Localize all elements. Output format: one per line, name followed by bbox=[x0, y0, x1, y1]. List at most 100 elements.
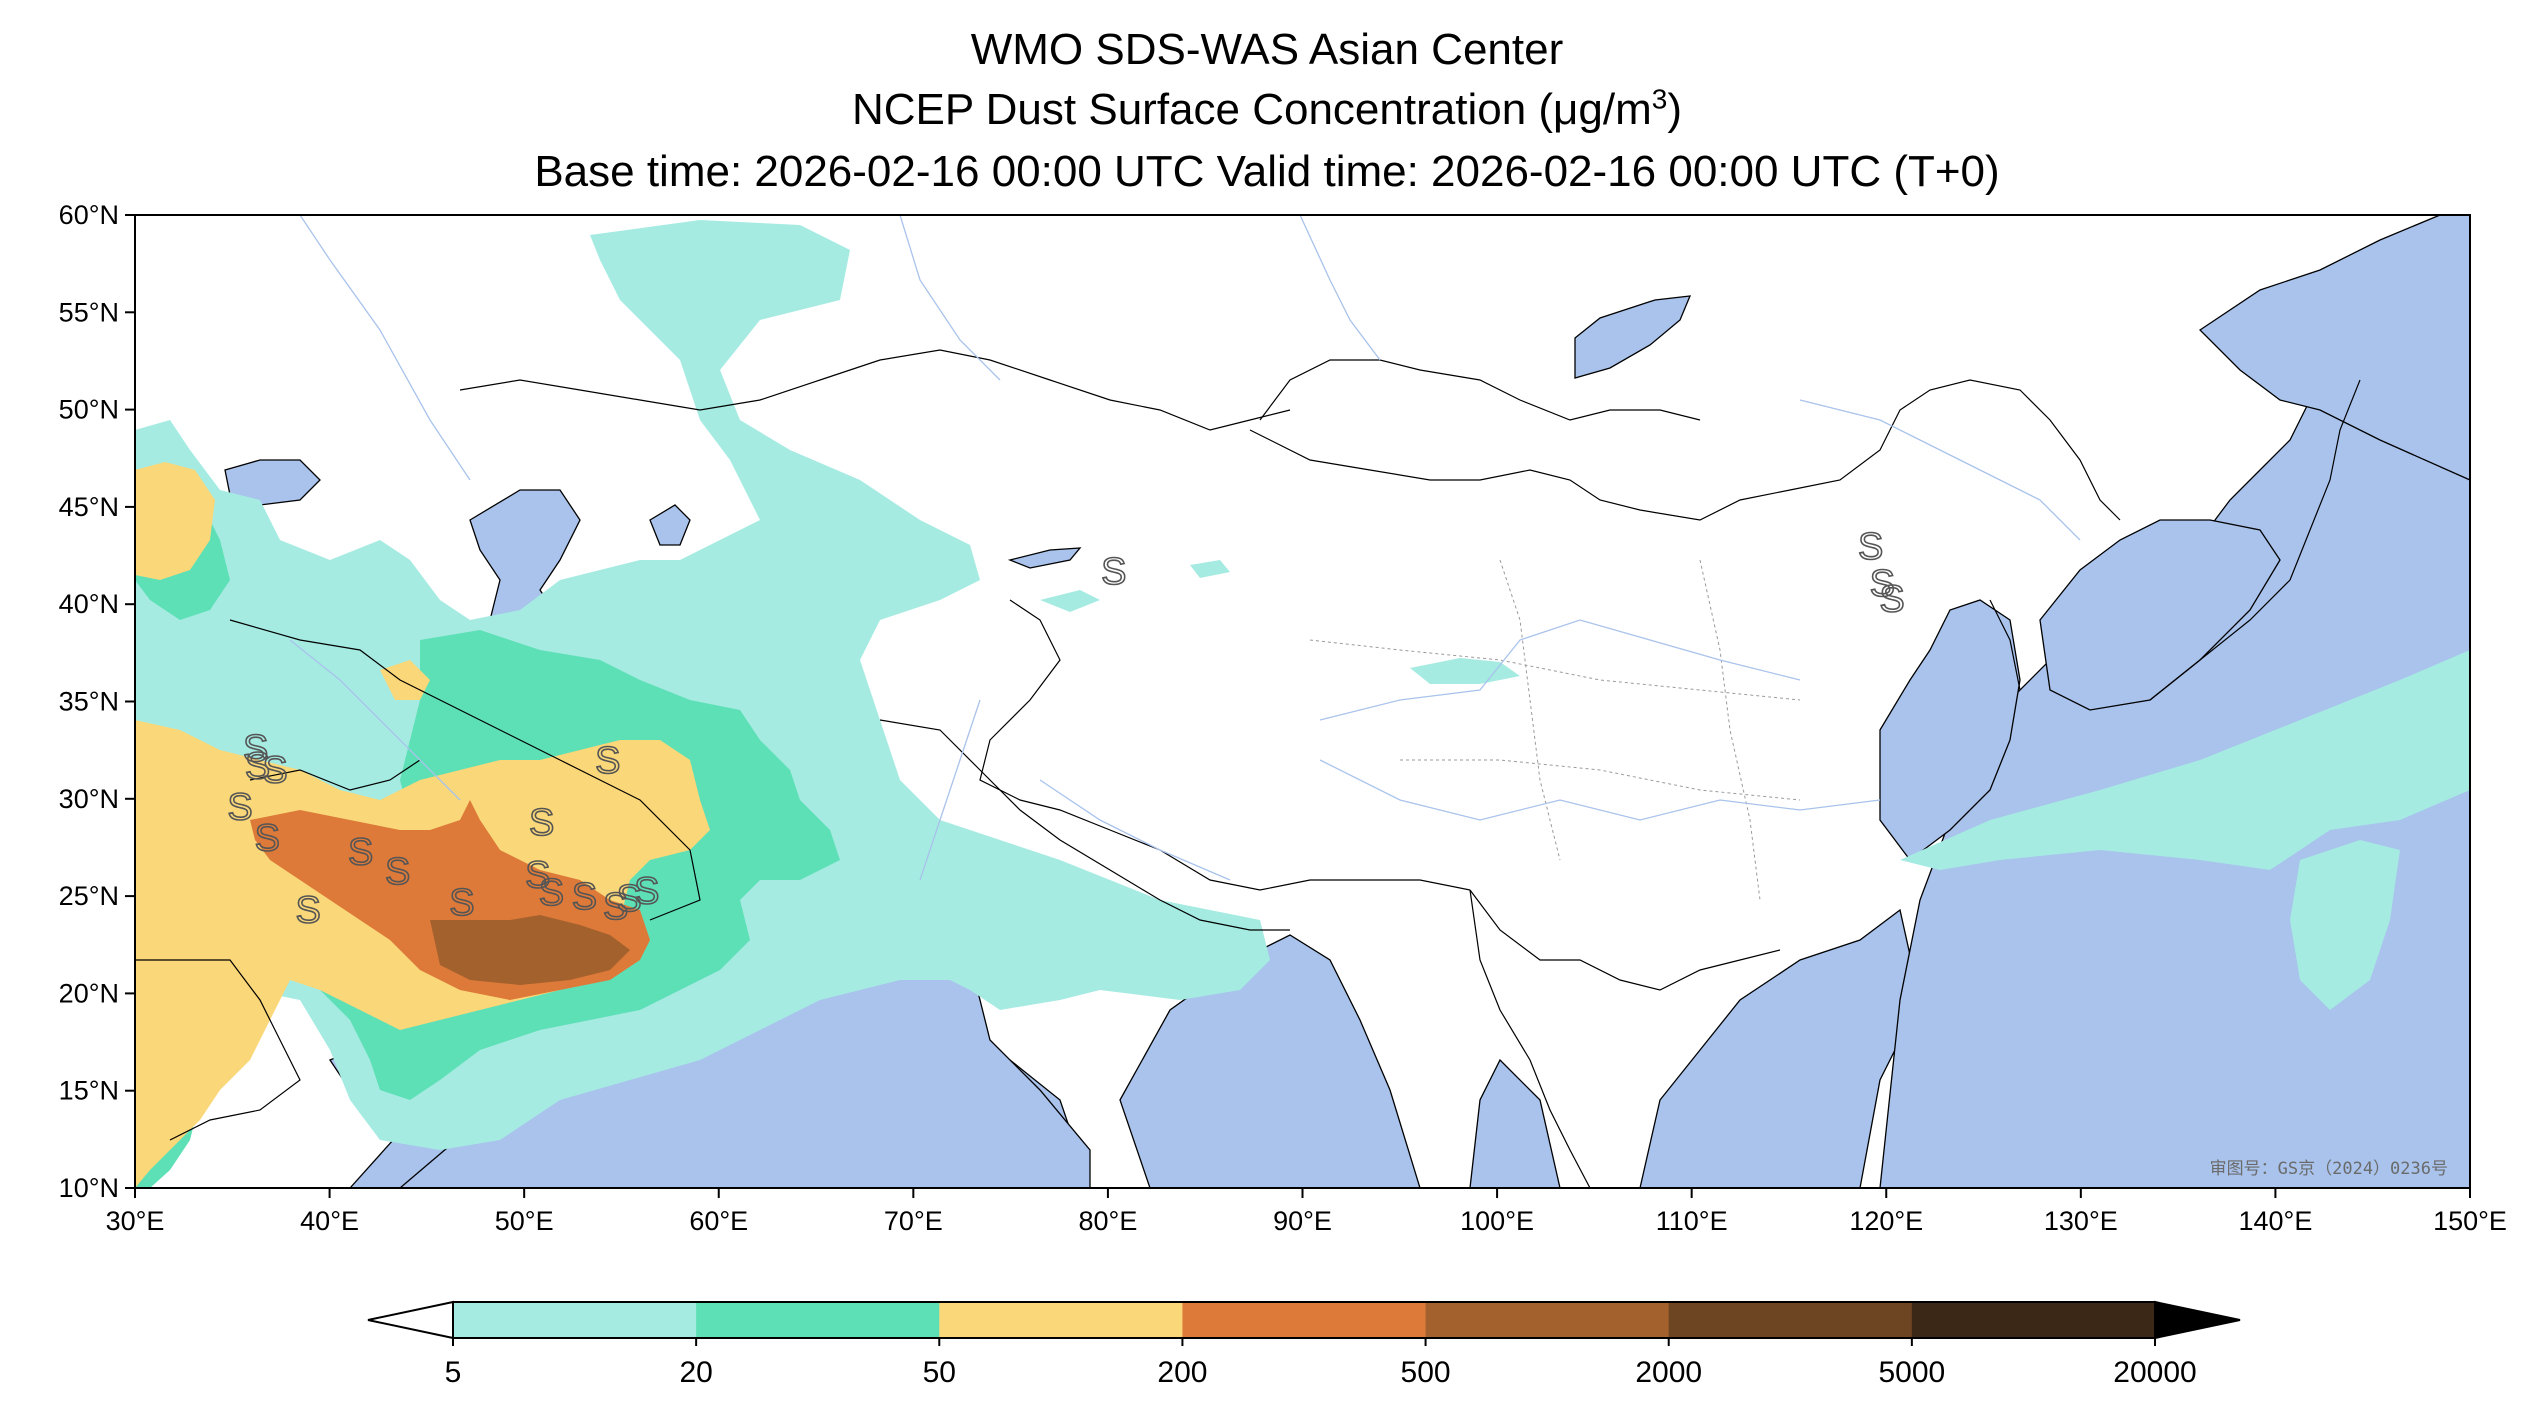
dust-plume-black-sea bbox=[135, 462, 215, 580]
station-marker: S bbox=[1870, 563, 1895, 605]
lon-tick-label: 140°E bbox=[2238, 1206, 2312, 1236]
lon-tick-label: 40°E bbox=[300, 1206, 359, 1236]
colorbar-segment bbox=[453, 1302, 697, 1338]
station-marker: S bbox=[525, 855, 550, 897]
lat-tick-label: 30°N bbox=[59, 784, 119, 814]
lon-tick-label: 120°E bbox=[1849, 1206, 1923, 1236]
station-marker: S bbox=[245, 746, 270, 788]
station-marker: S bbox=[255, 818, 280, 860]
lon-tick-label: 80°E bbox=[1078, 1206, 1137, 1236]
border-india-south bbox=[879, 719, 1290, 931]
borders bbox=[135, 349, 2361, 1188]
colorbar-segment bbox=[1425, 1302, 1670, 1338]
border-arabia bbox=[249, 759, 421, 791]
rivers bbox=[289, 215, 2081, 881]
lat-tick-label: 45°N bbox=[59, 492, 119, 522]
province-border-4 bbox=[1699, 559, 1761, 901]
lon-tick-label: 30°E bbox=[106, 1206, 165, 1236]
border-korea bbox=[1989, 599, 2021, 691]
colorbar-extend-max bbox=[2154, 1300, 2241, 1340]
colorbar-segment bbox=[939, 1302, 1183, 1338]
lat-tick-label: 10°N bbox=[59, 1173, 119, 1203]
andaman-sea bbox=[1469, 1058, 1561, 1188]
station-marker: S bbox=[227, 787, 252, 829]
lon-tick-label: 70°E bbox=[884, 1206, 943, 1236]
colorbar-frame bbox=[452, 1301, 2156, 1339]
colorbar-label: 500 bbox=[1401, 1356, 1451, 1389]
border-japan bbox=[2149, 379, 2361, 701]
border-central-asia bbox=[459, 349, 1291, 431]
south-china-sea bbox=[1639, 908, 1921, 1188]
lake-balkhash bbox=[1007, 547, 1082, 569]
station-marker: S bbox=[385, 851, 410, 893]
station-marker: S bbox=[603, 886, 628, 928]
dust-patch-tibet bbox=[1410, 658, 1520, 684]
colorbar-label: 5 bbox=[445, 1356, 462, 1389]
lat-tick-label: 35°N bbox=[59, 687, 119, 717]
border-china-north bbox=[1259, 359, 1701, 421]
province-border-3 bbox=[1499, 559, 1561, 861]
station-marker: S bbox=[539, 872, 564, 914]
station-marker: S bbox=[572, 876, 597, 918]
station-marker: S bbox=[1879, 578, 1904, 620]
lat-tick-label: 50°N bbox=[59, 395, 119, 425]
border-china-mongolia bbox=[1249, 379, 2121, 521]
station-marker: S bbox=[262, 750, 287, 792]
lat-tick-label: 15°N bbox=[59, 1076, 119, 1106]
border-china-south bbox=[1469, 889, 1781, 991]
station-marker: S bbox=[617, 878, 642, 920]
river-yellow bbox=[1319, 619, 1801, 721]
dust-patch-east-pacific bbox=[2290, 840, 2400, 1010]
river-ganges bbox=[1039, 779, 1231, 881]
longitude-axis: 30°E 40°E 50°E 60°E 70°E 80°E 90°E 100°E 110°E 12… bbox=[106, 1188, 2507, 1236]
province-border-2 bbox=[1400, 759, 1801, 801]
station-marker: S bbox=[634, 870, 659, 912]
latitude-axis: 10°N 15°N 20°N 25°N 30°N 35°N 40°N 45°N 50°N 55°N… bbox=[59, 200, 135, 1203]
chart-subtitle: NCEP Dust Surface Concentration (μg/m3) bbox=[0, 84, 2534, 136]
river-amur bbox=[1799, 399, 2081, 541]
lon-tick-label: 50°E bbox=[495, 1206, 554, 1236]
approval-number: 审图号：GS京（2024）0236号 bbox=[2210, 1159, 2448, 1179]
border-africa bbox=[135, 959, 301, 1141]
colorbar-label: 200 bbox=[1157, 1356, 1207, 1389]
dust-plume-rub-al-khali bbox=[430, 915, 630, 985]
station-marker: S bbox=[595, 740, 620, 782]
colorbar-label: 20000 bbox=[2113, 1356, 2196, 1389]
province-border-1 bbox=[1309, 639, 1801, 701]
river-volga bbox=[299, 215, 471, 481]
colorbar-segment bbox=[696, 1302, 940, 1338]
lat-tick-label: 60°N bbox=[59, 200, 119, 230]
colorbar-segment bbox=[1668, 1302, 1913, 1338]
dust-band-pacific bbox=[1900, 650, 2470, 870]
colorbar-segment bbox=[1911, 1302, 2156, 1338]
subtitle-prefix: NCEP Dust Surface Concentration ( bbox=[851, 85, 1554, 134]
station-marker: S bbox=[348, 831, 373, 873]
station-marker: S bbox=[295, 890, 320, 932]
station-marker: S bbox=[449, 882, 474, 924]
subtitle-mu: μ bbox=[1553, 85, 1579, 134]
river-euphrates bbox=[289, 639, 461, 801]
bay-of-bengal bbox=[1119, 934, 1421, 1188]
station-marker: S bbox=[1858, 526, 1883, 568]
lat-tick-label: 20°N bbox=[59, 978, 119, 1008]
lon-tick-label: 130°E bbox=[2044, 1206, 2118, 1236]
sea-of-japan bbox=[2039, 519, 2281, 711]
colorbar-label: 5000 bbox=[1878, 1356, 1945, 1389]
colorbar-label: 50 bbox=[923, 1356, 956, 1389]
dust-patch-xinjiang bbox=[1040, 590, 1100, 612]
river-yangtze bbox=[1319, 759, 1881, 821]
province-borders bbox=[1309, 559, 1801, 901]
station-marker: S bbox=[529, 802, 554, 844]
time-info: Base time: 2026-02-16 00:00 UTC Valid ti… bbox=[534, 147, 2000, 196]
colorbar-label: 2000 bbox=[1635, 1356, 1702, 1389]
dust-shading bbox=[135, 220, 2470, 1188]
colorbar: 5 20 50 200 500 2000 5000 20000 bbox=[367, 1300, 2241, 1389]
lon-tick-label: 60°E bbox=[689, 1206, 748, 1236]
subtitle-suffix: ) bbox=[1667, 85, 1682, 134]
colorbar-extend-min bbox=[367, 1300, 454, 1340]
lat-tick-label: 40°N bbox=[59, 589, 119, 619]
okhotsk-sea bbox=[2198, 215, 2470, 481]
dust-level-500-2000 bbox=[430, 915, 630, 985]
